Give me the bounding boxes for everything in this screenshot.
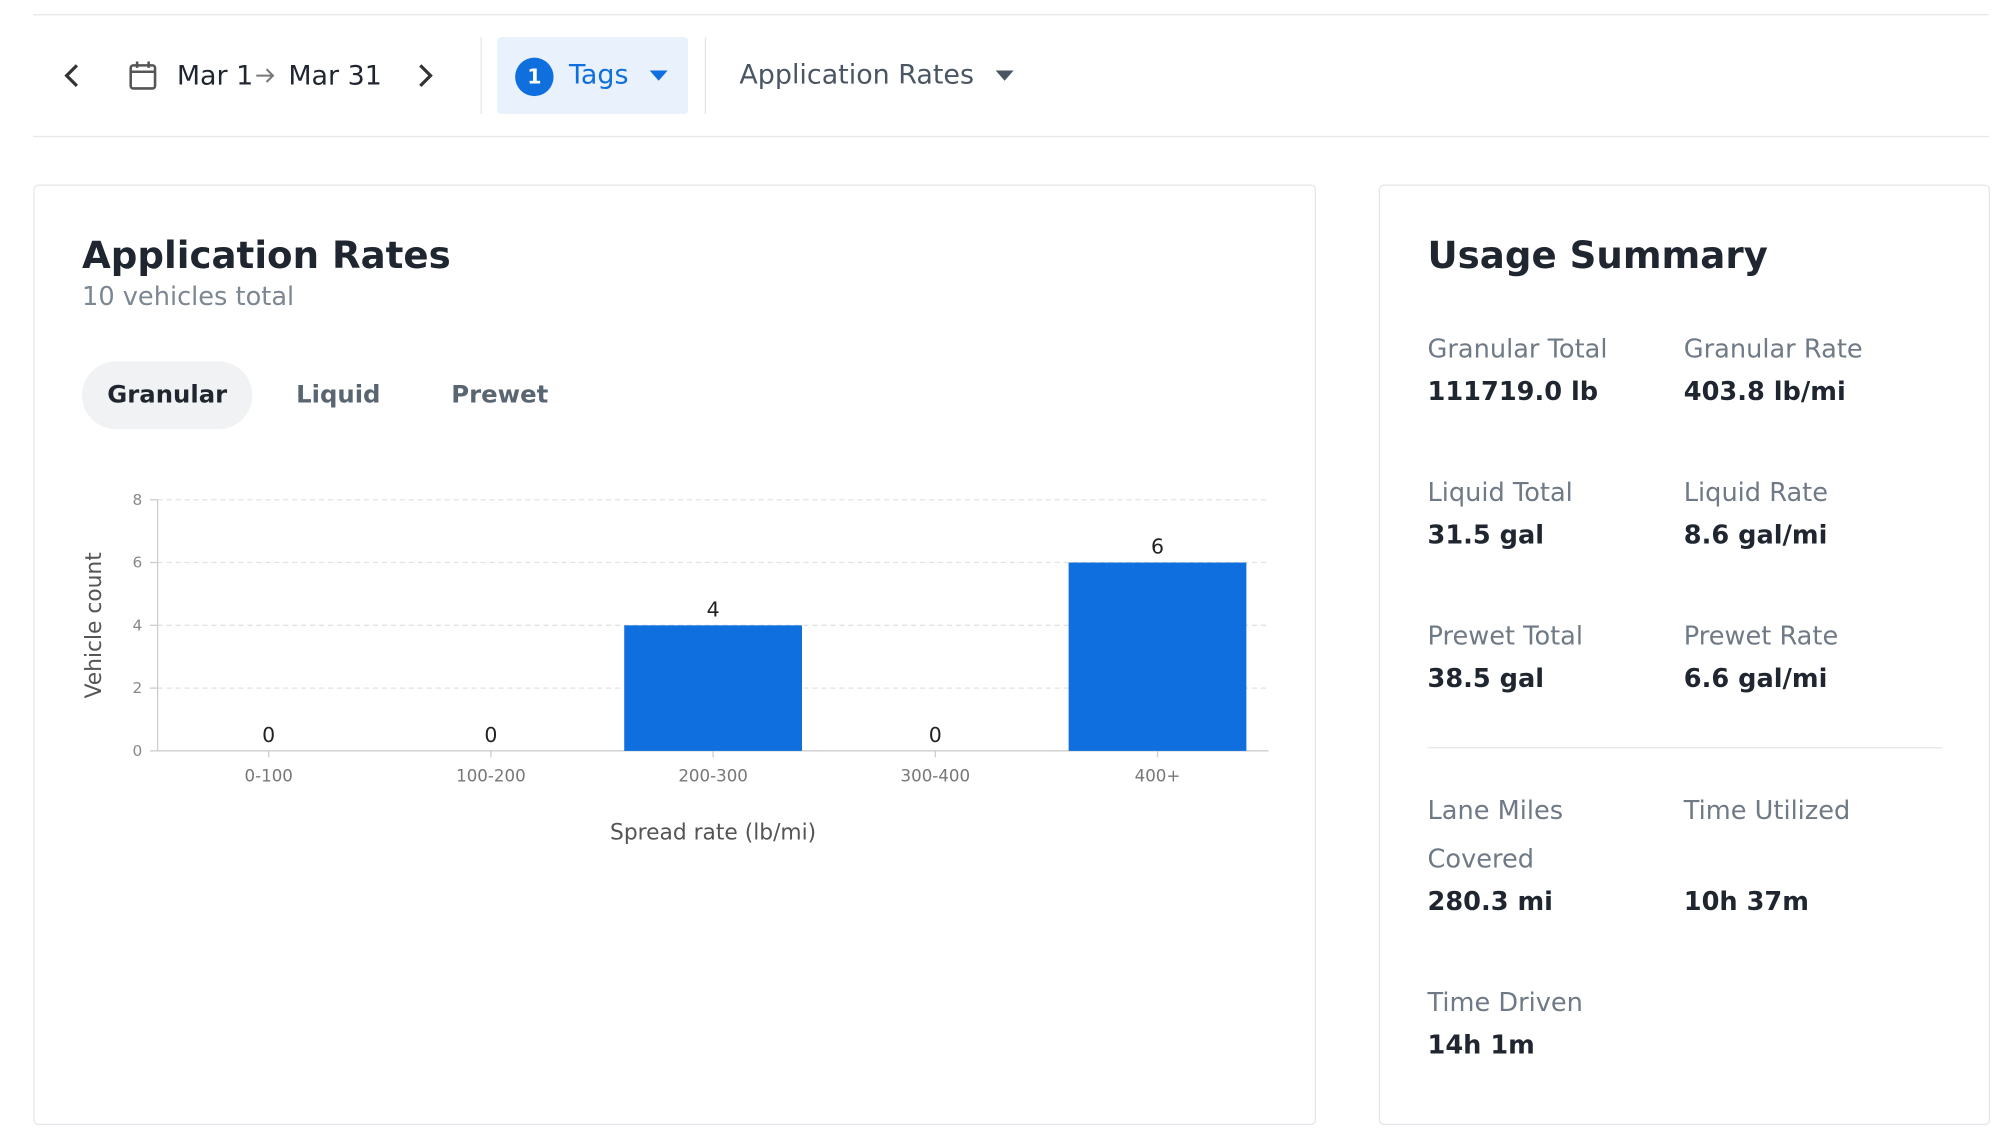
summary-value: 6.6 gal/mi xyxy=(1683,662,1828,694)
y-axis-label: Vehicle count xyxy=(82,552,107,699)
summary-label: Time Driven xyxy=(1427,986,1583,1018)
summary-value: 403.8 lb/mi xyxy=(1683,375,1846,407)
summary-value: 8.6 gal/mi xyxy=(1683,518,1828,550)
value-label: 0 xyxy=(262,723,275,747)
tab[interactable]: Prewet xyxy=(451,380,549,409)
chart: 0 2 4 6 8 0-100 0 100-200 0 200-300 4 300-400 0 400+ 6… xyxy=(82,491,1269,845)
x-tick-label: 400+ xyxy=(1135,767,1181,786)
x-tick-label: 300-400 xyxy=(901,767,971,786)
next-button[interactable] xyxy=(410,58,441,94)
divider xyxy=(33,14,1989,16)
summary-label: Time Utilized xyxy=(1683,794,1851,826)
divider xyxy=(704,37,707,115)
x-tick-label: 100-200 xyxy=(456,767,526,786)
divider xyxy=(480,37,482,115)
y-tick-label: 2 xyxy=(132,679,142,697)
chart-panel xyxy=(33,184,1317,1126)
tag-count: 1 xyxy=(515,57,554,97)
panel-subtitle: 10 vehicles total xyxy=(82,280,295,312)
caret xyxy=(995,70,1014,81)
value-label: 4 xyxy=(707,597,720,621)
summary-value: 280.3 mi xyxy=(1427,885,1553,917)
bar xyxy=(624,625,802,751)
tags-filter[interactable]: 1 Tags xyxy=(497,37,689,115)
y-tick-label: 0 xyxy=(132,742,142,760)
summary-label: Lane Miles Covered xyxy=(1427,794,1564,874)
x-axis-label: Spread rate (lb/mi) xyxy=(610,820,816,845)
y-tick-label: 6 xyxy=(132,554,142,572)
panel-title: Application Rates xyxy=(82,233,451,277)
divider xyxy=(33,135,1989,138)
y-tick-label: 8 xyxy=(132,491,142,509)
summary-label: Liquid Rate xyxy=(1683,476,1828,508)
value-label: 0 xyxy=(929,723,942,747)
divider xyxy=(1427,747,1943,749)
calendar-icon xyxy=(129,61,157,90)
caret xyxy=(649,70,668,81)
value-label: 0 xyxy=(484,723,497,747)
bar xyxy=(1068,562,1247,751)
view-select[interactable]: Application Rates xyxy=(739,58,975,90)
summary-label: Granular Total xyxy=(1427,333,1608,364)
x-tick-label: 0-100 xyxy=(245,767,293,786)
date-start[interactable]: Mar 1 xyxy=(176,60,254,91)
prev-button[interactable] xyxy=(56,58,87,94)
x-tick-label: 200-300 xyxy=(678,767,748,786)
tags-label: Tags xyxy=(568,58,629,90)
summary-value: 111719.0 lb xyxy=(1427,375,1599,407)
y-tick-label: 4 xyxy=(132,616,142,634)
summary-value: 10h 37m xyxy=(1683,885,1809,917)
summary-value: 14h 1m xyxy=(1427,1028,1535,1060)
summary-value: 38.5 gal xyxy=(1427,662,1545,694)
summary-label: Prewet Rate xyxy=(1683,620,1839,651)
tab[interactable]: Granular xyxy=(82,361,253,430)
summary-label: Liquid Total xyxy=(1427,476,1573,508)
summary-title: Usage Summary xyxy=(1427,233,1768,277)
summary-value: 31.5 gal xyxy=(1427,518,1545,550)
summary-label: Granular Rate xyxy=(1683,333,1863,364)
arrow-icon xyxy=(256,68,275,83)
date-end[interactable]: Mar 31 xyxy=(288,60,382,91)
summary-label: Prewet Total xyxy=(1427,620,1584,651)
tab[interactable]: Liquid xyxy=(296,380,381,409)
summary-panel xyxy=(1378,184,1991,1126)
value-label: 6 xyxy=(1151,535,1164,559)
